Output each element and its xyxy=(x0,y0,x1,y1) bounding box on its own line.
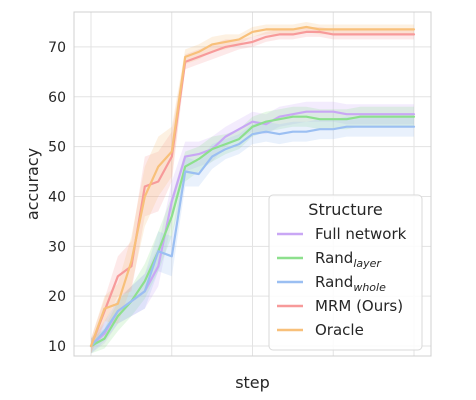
legend-title: Structure xyxy=(308,200,382,219)
legend-item-3: MRM (Ours) xyxy=(277,297,403,315)
legend: Structure Full networkRandlayerRandwhole… xyxy=(268,194,423,351)
legend-label: Randlayer xyxy=(315,249,382,270)
confidence-bands xyxy=(91,22,414,354)
series-line-4 xyxy=(89,25,416,348)
legend-label-main: Full network xyxy=(315,225,407,243)
y-tick-label: 40 xyxy=(48,189,66,205)
legend-label: MRM (Ours) xyxy=(315,297,403,315)
legend-label: Full network xyxy=(315,225,407,243)
legend-label-main: MRM (Ours) xyxy=(315,297,403,315)
y-tick-label: 50 xyxy=(48,140,66,156)
legend-label: Randwhole xyxy=(315,273,386,294)
y-axis-label: accuracy xyxy=(23,148,42,220)
y-tick-label: 70 xyxy=(48,40,66,56)
legend-label-subscript: whole xyxy=(353,281,386,294)
series-line-2 xyxy=(89,125,416,348)
x-axis-label: step xyxy=(235,373,270,392)
legend-item-2: Randwhole xyxy=(277,273,386,294)
legend-label-main: Rand xyxy=(315,249,353,267)
series-line-1 xyxy=(89,115,416,348)
legend-item-4: Oracle xyxy=(277,321,364,339)
legend-label-main: Rand xyxy=(315,273,353,291)
legend-label-subscript: layer xyxy=(353,257,382,270)
confidence-band-4 xyxy=(91,22,414,354)
series-lines xyxy=(89,25,416,348)
plot-frame xyxy=(73,11,432,357)
legend-label: Oracle xyxy=(315,321,364,339)
series-line-3 xyxy=(89,30,416,348)
legend-box xyxy=(268,194,423,351)
legend-item-1: Randlayer xyxy=(277,249,382,270)
y-tick-label: 60 xyxy=(48,90,66,106)
legend-item-0: Full network xyxy=(277,225,407,243)
y-tick-label: 10 xyxy=(48,339,66,355)
confidence-band-3 xyxy=(91,27,414,354)
y-tick-label: 30 xyxy=(48,239,66,255)
y-tick-labels: 10 20 30 40 50 60 70 xyxy=(48,40,66,355)
legend-label-main: Oracle xyxy=(315,321,364,339)
y-tick-label: 20 xyxy=(48,289,66,305)
